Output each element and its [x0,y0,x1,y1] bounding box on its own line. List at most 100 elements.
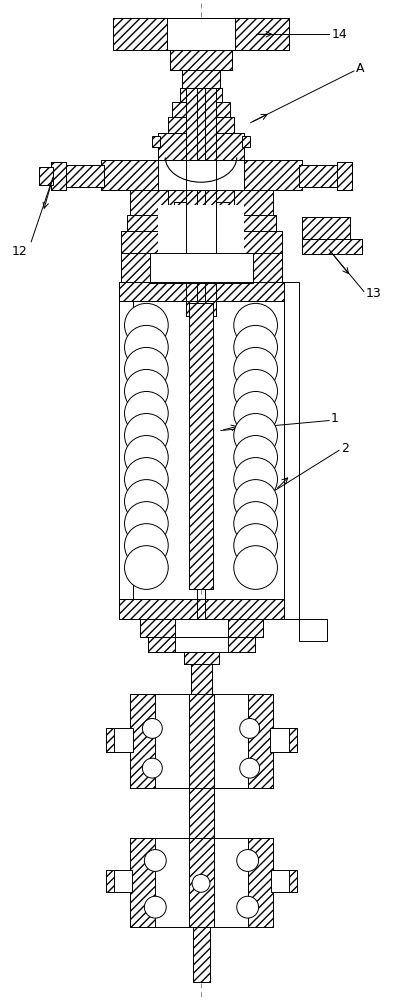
Text: 12: 12 [11,245,27,258]
Bar [39,167,53,185]
Circle shape [234,369,278,413]
Bar [118,599,285,619]
Circle shape [142,758,162,778]
Bar [221,253,283,283]
Bar [221,190,272,215]
Circle shape [234,436,278,479]
Bar [64,165,104,187]
Circle shape [142,718,162,738]
Circle shape [125,458,168,501]
Bar [189,694,214,788]
Bar [152,136,160,147]
Circle shape [144,896,166,918]
Circle shape [125,546,168,589]
Bar [158,133,244,160]
Text: 2: 2 [341,442,349,455]
Circle shape [192,874,210,892]
Circle shape [125,524,168,567]
Bar [337,162,352,190]
Bar [106,728,133,752]
Bar [302,239,362,254]
Circle shape [234,480,278,523]
Circle shape [125,369,168,413]
Circle shape [144,850,166,871]
Circle shape [125,414,168,457]
Bar [221,160,302,190]
Bar [118,282,133,619]
Circle shape [240,758,260,778]
Circle shape [125,347,168,391]
Bar [302,239,362,254]
Bar [148,637,255,652]
Bar [170,50,232,70]
Circle shape [240,718,260,738]
Circle shape [234,502,278,545]
Bar [168,117,234,133]
Circle shape [125,436,168,479]
Bar [51,162,66,190]
Circle shape [234,414,278,457]
Bar [189,788,214,838]
Bar [184,652,219,664]
Bar [189,838,214,927]
Bar [106,728,114,752]
Circle shape [234,347,278,391]
Text: 13: 13 [366,287,382,300]
Circle shape [234,391,278,435]
Bar [51,162,66,190]
Bar [184,652,219,664]
Bar [189,303,213,589]
Bar [106,870,114,892]
Circle shape [234,546,278,589]
Circle shape [234,325,278,369]
Bar [191,664,212,694]
Bar [248,838,272,927]
Bar [180,88,222,102]
Bar [175,619,228,637]
Bar [167,18,235,50]
Text: 1: 1 [331,412,339,425]
Bar [186,88,216,316]
Bar [193,927,210,982]
Bar [221,160,302,190]
Bar [285,282,299,619]
Circle shape [125,303,168,347]
Circle shape [237,850,259,871]
Bar [189,694,214,788]
Bar [180,88,222,102]
Bar [118,282,285,301]
Circle shape [234,303,278,347]
Bar [131,694,155,788]
Bar [174,202,190,214]
Circle shape [125,502,168,545]
Bar [148,637,255,652]
Bar [64,165,104,187]
Bar [186,88,216,316]
Bar [168,190,234,205]
Bar [299,619,327,641]
Text: A: A [356,62,364,75]
Bar [289,728,297,752]
Bar [178,214,190,224]
Bar [302,217,350,239]
Bar [120,231,182,253]
Bar [270,728,297,752]
Bar [221,253,283,283]
Bar [131,694,272,788]
Circle shape [234,524,278,567]
Bar [120,253,182,283]
Bar [112,18,289,50]
Bar [213,214,225,224]
Bar [235,18,289,50]
Bar [131,838,272,927]
Circle shape [125,480,168,523]
Bar [106,870,133,892]
Bar [189,838,214,927]
Circle shape [237,896,259,918]
Bar [168,190,234,205]
Bar [158,160,244,190]
Bar [221,215,276,231]
Bar [170,50,232,70]
Circle shape [125,391,168,435]
Bar [131,838,155,927]
